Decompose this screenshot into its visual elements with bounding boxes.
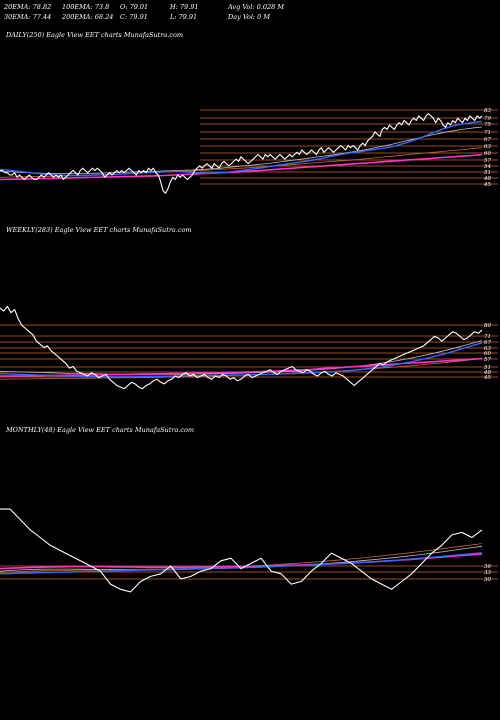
price-line [0, 113, 483, 194]
price-level-label: 71 [484, 334, 491, 340]
price-level-label: 48 [483, 370, 491, 376]
price-line [0, 508, 483, 593]
price-level-label: 60 [484, 151, 491, 157]
price-level-label: 45 [483, 182, 491, 188]
ema-long-line [0, 153, 483, 181]
close-label: C: 79.91 [120, 13, 148, 21]
price-level-label: 60 [484, 351, 491, 357]
price-level-label: 51 [484, 365, 491, 371]
price-level-label: 83 [484, 108, 491, 114]
high-label: H: 79.91 [170, 3, 199, 11]
daily-chart-title: DAILY(250) Eagle View EET charts MunafaS… [6, 31, 184, 39]
ema-short-line [0, 120, 483, 177]
price-level-label: 63 [484, 346, 491, 352]
price-level-label: 67 [484, 340, 491, 346]
ema-short-line [0, 342, 483, 378]
open-label: O: 79.01 [120, 3, 149, 11]
ema20-label: 20EMA: 78.82 [4, 3, 52, 11]
price-level-label: 75 [484, 122, 491, 128]
monthly-chart-title: MONTHLY(48) Eagle View EET charts Munafa… [6, 426, 195, 434]
ema100-label: 100EMA: 73.8 [62, 3, 110, 11]
price-level-label: 48 [483, 176, 491, 182]
price-level-label: 51 [484, 170, 491, 176]
price-level-label: 54 [484, 164, 491, 170]
price-level-label: 63 [484, 144, 491, 150]
price-line [0, 305, 483, 390]
avg-volume-label: Avg Vol: 0.028 M [228, 3, 285, 11]
ema200-label: 200EMA: 68.24 [62, 13, 114, 21]
ema-mid-line [0, 126, 483, 175]
ema-short-line [0, 552, 483, 575]
ema30-label: 30EMA: 77.44 [4, 13, 52, 21]
ema-mid-line [0, 340, 483, 375]
price-level-label: 79 [484, 116, 491, 122]
price-level-label: 57 [484, 158, 491, 164]
price-level-label: 45 [483, 375, 491, 381]
ema-extra-line [0, 147, 483, 178]
day-volume-label: Day Vol: 0 M [228, 13, 271, 21]
price-level-label: 36 [484, 564, 491, 570]
price-level-label: 67 [484, 137, 491, 143]
price-level-label: 30 [484, 577, 491, 583]
weekly-chart-title: WEEKLY(283) Eagle View EET charts Munafa… [6, 226, 192, 234]
price-level-label: 33 [484, 570, 491, 576]
price-level-label: 71 [484, 130, 491, 136]
price-level-label: 57 [484, 357, 491, 363]
price-level-label: 80 [484, 323, 491, 329]
low-label: L: 79.91 [170, 13, 198, 21]
